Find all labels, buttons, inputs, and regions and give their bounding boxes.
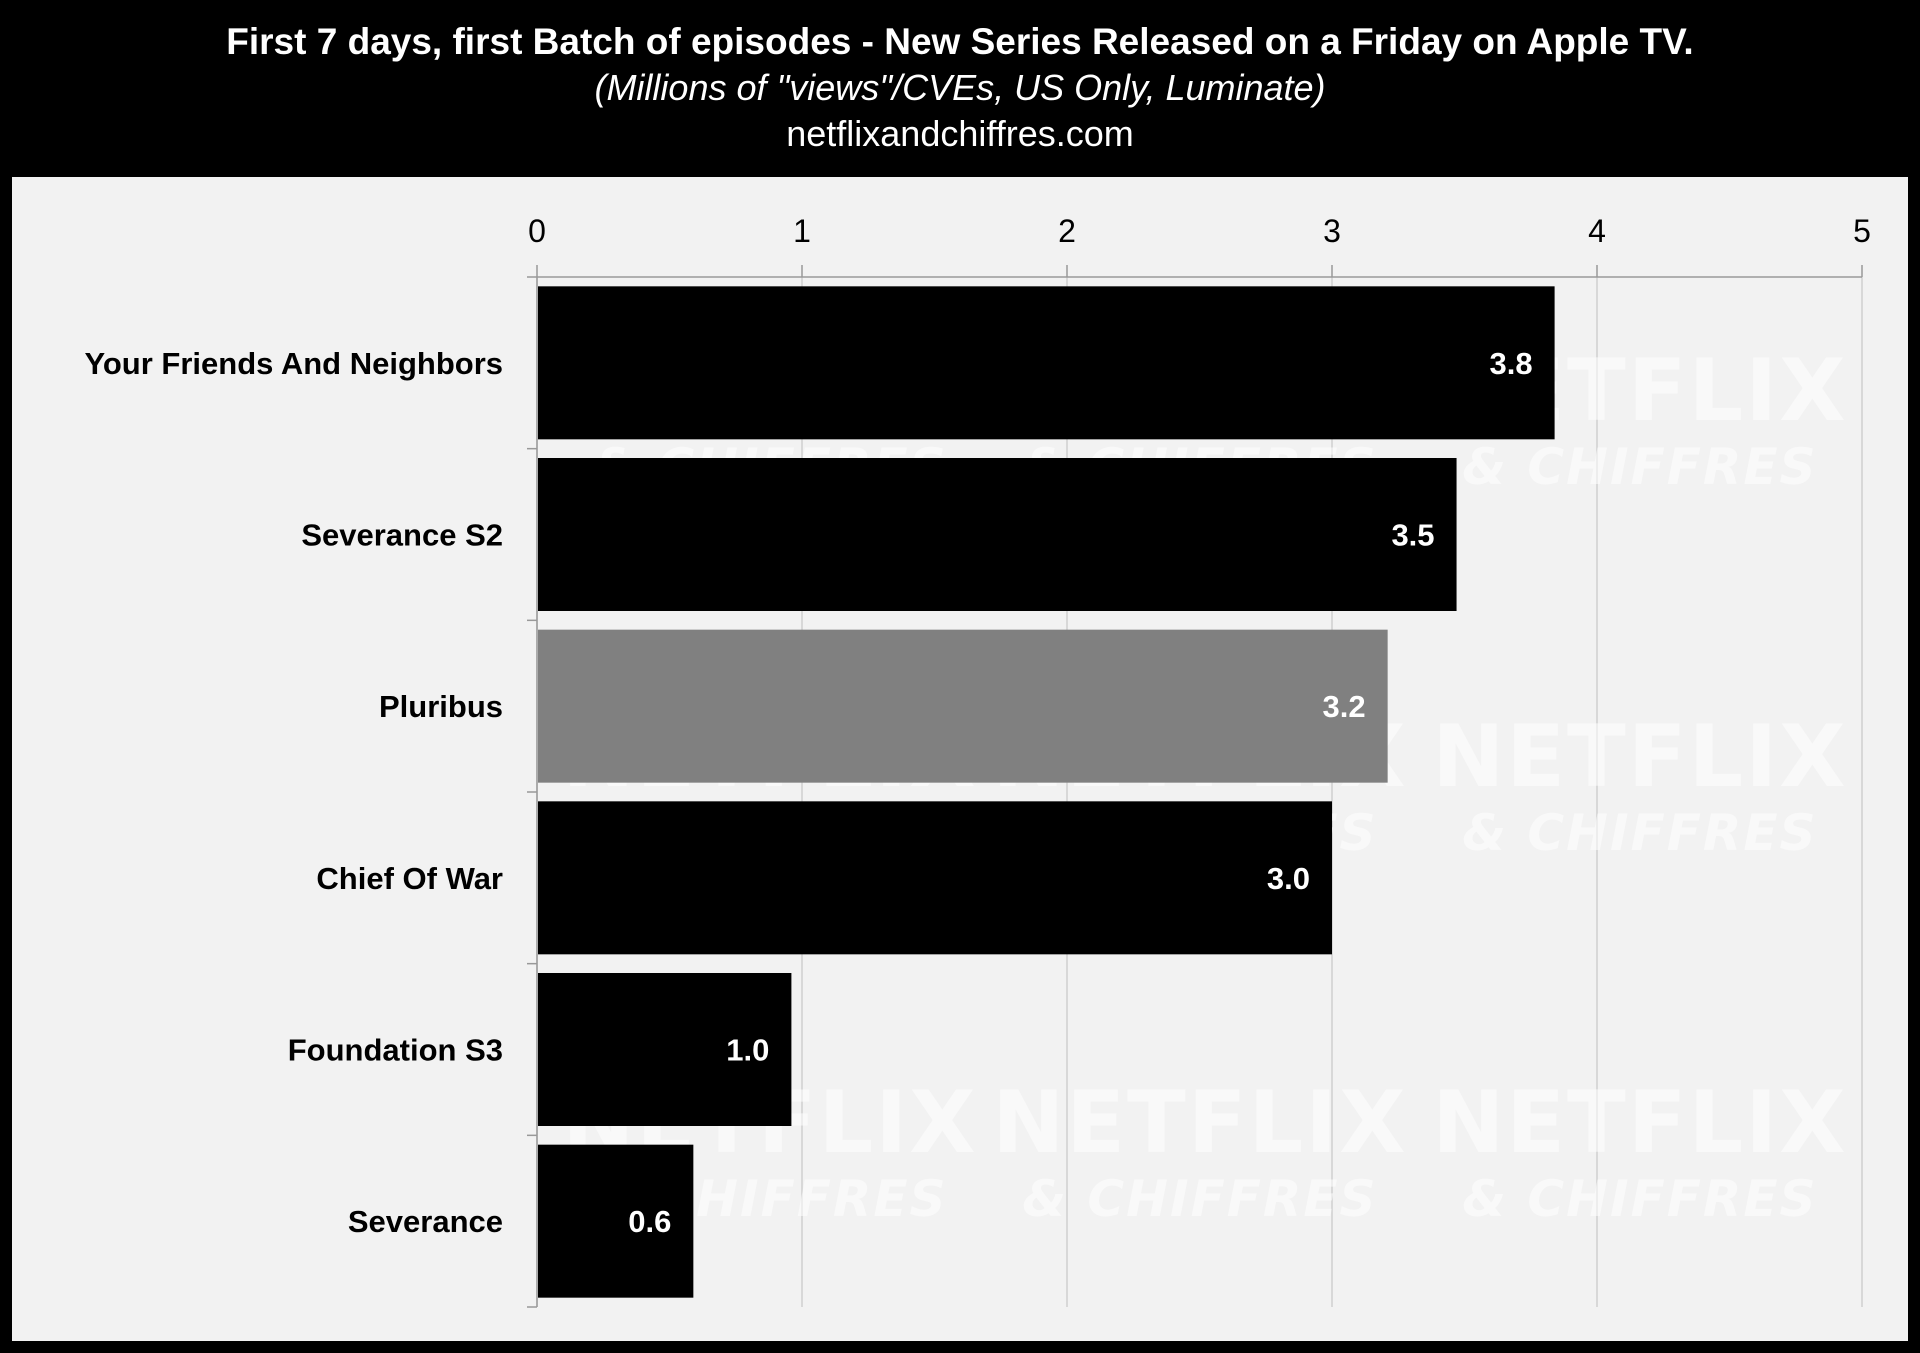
data-label: 3.5 (1391, 518, 1434, 553)
x-tick-label: 0 (528, 213, 546, 249)
x-axis: 0 1 2 3 4 5 (527, 213, 1871, 1308)
watermark-subtext: & CHIFFRES (1462, 804, 1817, 862)
data-label: 1.0 (726, 1033, 769, 1068)
watermark-text: NETFLIX (992, 1073, 1407, 1173)
category-label: Severance (348, 1204, 503, 1239)
category-labels: Your Friends And Neighbors Severance S2 Pl… (84, 346, 503, 1239)
watermark-subtext: & CHIFFRES (1462, 438, 1817, 496)
watermark-text: NETFLIX (1432, 707, 1847, 807)
data-label: 0.6 (628, 1204, 671, 1239)
bar (538, 1144, 694, 1298)
chart-header: First 7 days, first Batch of episodes - … (0, 0, 1920, 172)
bar (538, 629, 1388, 783)
category-label: Pluribus (379, 689, 503, 724)
chart-subtitle: (Millions of "views"/CVEs, US Only, Lumi… (594, 67, 1326, 108)
value-labels: 3.8 3.5 3.2 3.0 1.0 0.6 (628, 346, 1532, 1239)
category-label: Your Friends And Neighbors (84, 346, 503, 381)
category-label: Foundation S3 (288, 1033, 503, 1068)
bar (538, 458, 1457, 611)
data-label: 3.2 (1323, 689, 1366, 724)
data-label: 3.8 (1489, 346, 1532, 381)
bars (538, 286, 1555, 1298)
chart-source: netflixandchiffres.com (786, 113, 1134, 154)
x-tick-label: 5 (1853, 213, 1871, 249)
x-tick-label: 3 (1323, 213, 1341, 249)
bar (538, 973, 792, 1126)
watermark-subtext: & CHIFFRES (1462, 1170, 1817, 1228)
category-label: Chief Of War (316, 861, 503, 896)
data-label: 3.0 (1267, 861, 1310, 896)
bar (538, 801, 1332, 955)
x-tick-label: 2 (1058, 213, 1076, 249)
x-tick-label: 4 (1588, 213, 1606, 249)
watermark-subtext: & CHIFFRES (1022, 1170, 1377, 1228)
category-label: Severance S2 (301, 518, 503, 553)
watermark-text: NETFLIX (1432, 1073, 1847, 1173)
x-tick-label: 1 (793, 213, 811, 249)
chart-title: First 7 days, first Batch of episodes - … (226, 21, 1694, 62)
bar (538, 286, 1555, 440)
